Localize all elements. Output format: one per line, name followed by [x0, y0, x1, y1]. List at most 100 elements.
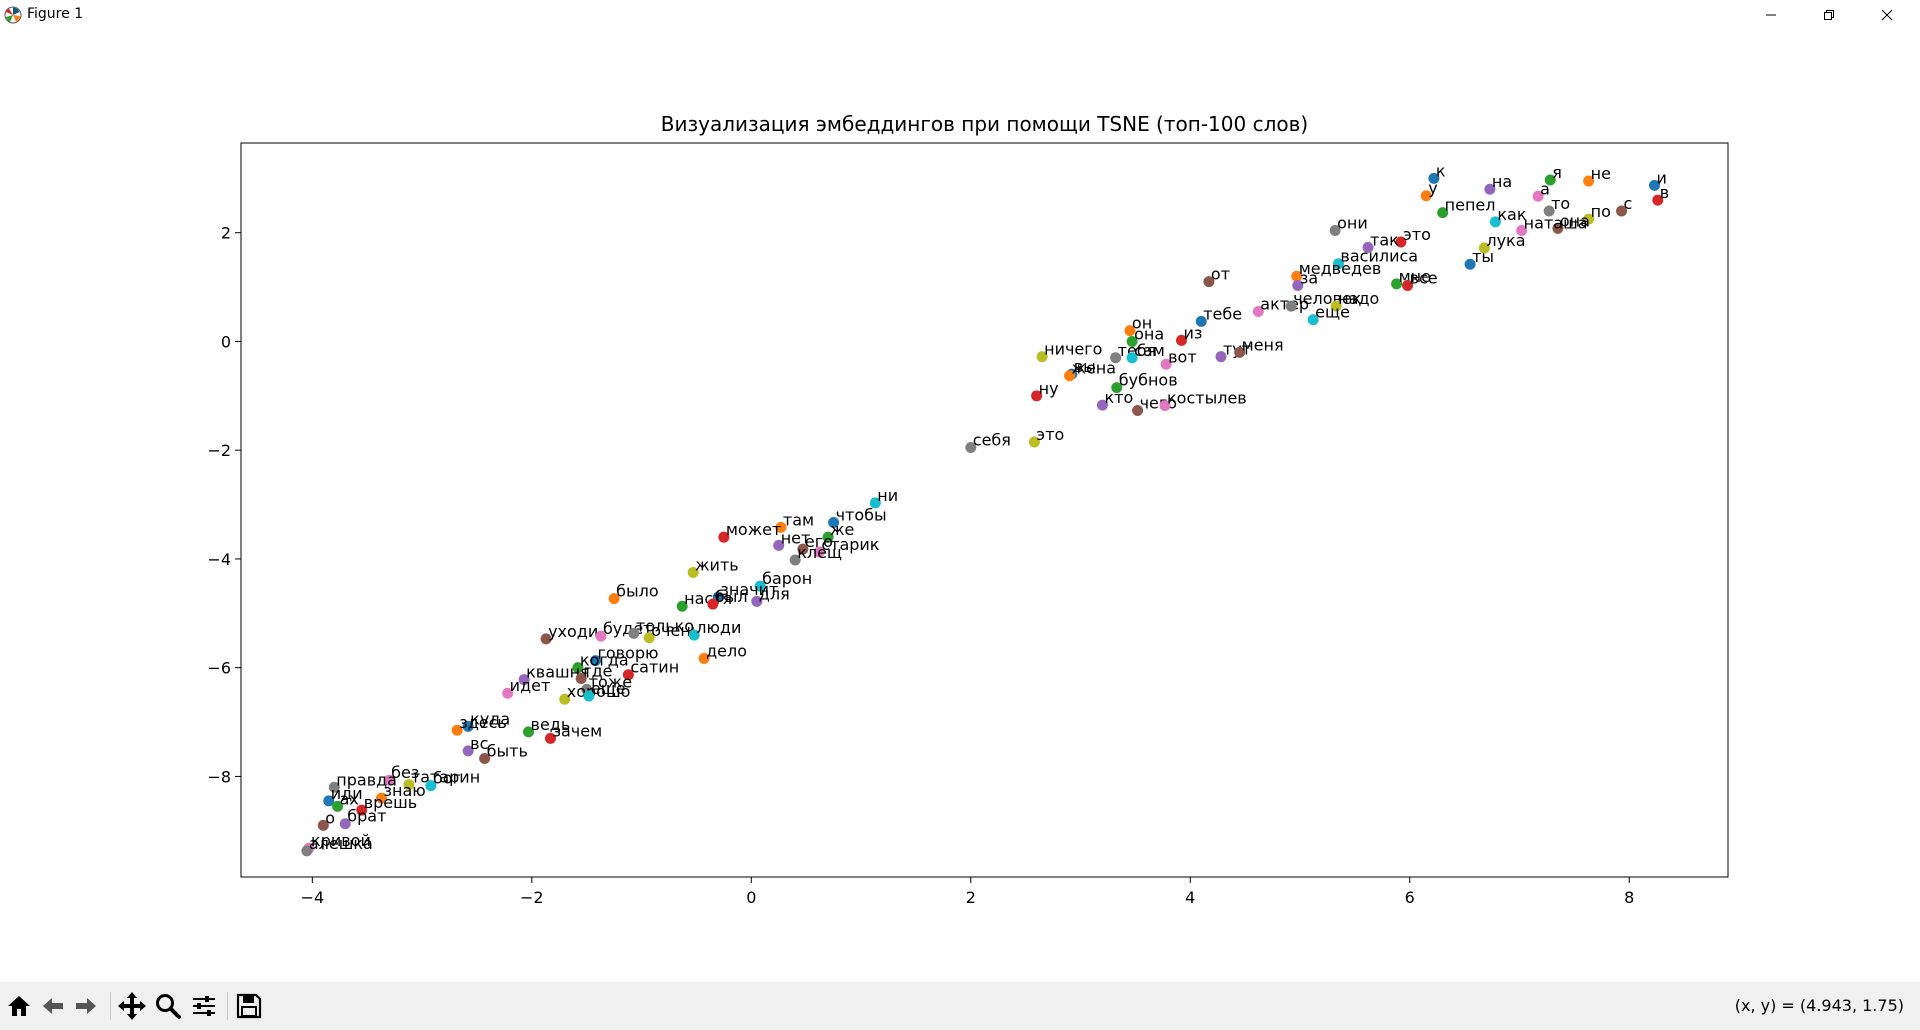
point-label: так	[1370, 230, 1399, 249]
point-label: было	[616, 582, 659, 601]
point-label: он	[1132, 314, 1152, 333]
point-label: она	[1134, 324, 1164, 343]
pan-button[interactable]	[116, 990, 148, 1022]
cursor-coordinates: (x, y) = (4.943, 1.75)	[1734, 996, 1904, 1015]
point-label: это	[1036, 425, 1064, 444]
save-button[interactable]	[233, 990, 265, 1022]
close-button[interactable]	[1858, 0, 1916, 30]
point-label: правда	[336, 770, 397, 789]
point-label: дело	[706, 641, 747, 660]
point-label: меня	[1242, 335, 1284, 354]
point-label: где	[583, 662, 612, 681]
scatter-point	[1552, 222, 1564, 234]
point-label: ах	[340, 789, 359, 808]
scatter-point	[822, 531, 834, 543]
scatter-point	[595, 630, 607, 642]
scatter-point	[1329, 225, 1341, 237]
point-label: вот	[1168, 347, 1197, 366]
forward-button[interactable]	[70, 990, 102, 1022]
home-icon	[8, 996, 30, 1016]
point-label: ни	[877, 486, 898, 505]
point-label: и	[1656, 168, 1666, 187]
point-label: тоже	[589, 672, 632, 691]
scatter-point	[1159, 400, 1171, 412]
point-label: сатин	[630, 658, 679, 677]
pan-icon	[118, 992, 146, 1020]
point-label: куда	[470, 709, 510, 728]
minimize-button[interactable]	[1742, 0, 1800, 30]
point-label: врешь	[364, 793, 418, 812]
matplotlib-logo-icon	[4, 6, 22, 24]
point-label: василиса	[1340, 247, 1418, 266]
point-label: я	[1552, 163, 1562, 182]
back-button[interactable]	[37, 990, 69, 1022]
scatter-point	[544, 732, 556, 744]
point-label: для	[759, 584, 790, 603]
point-label: квашня	[526, 663, 590, 682]
point-label: бог	[433, 769, 461, 788]
point-label: не	[1591, 164, 1611, 183]
scatter-point	[828, 517, 840, 529]
point-label: пепел	[1445, 196, 1496, 215]
scatter-point	[1489, 216, 1501, 228]
point-label: вс	[470, 734, 488, 753]
scatter-point	[1543, 205, 1555, 217]
scatter-point	[813, 546, 825, 558]
scatter-point	[1652, 194, 1664, 206]
point-label: барон	[762, 569, 812, 588]
scatter-point	[1028, 436, 1040, 448]
scatter-point	[1124, 325, 1136, 337]
scatter-point	[608, 593, 620, 605]
point-label: может	[726, 520, 781, 539]
zoom-icon	[156, 994, 181, 1019]
home-button[interactable]	[3, 990, 35, 1022]
point-label: зачем	[552, 721, 602, 740]
maximize-button[interactable]	[1800, 0, 1858, 30]
point-label: лука	[1486, 231, 1525, 250]
scatter-point	[1402, 279, 1414, 291]
scatter-point	[1096, 399, 1108, 411]
point-label: от	[1211, 265, 1230, 284]
point-label: в	[1660, 183, 1669, 202]
point-label: без	[391, 763, 419, 782]
point-label: ведь	[531, 715, 571, 734]
scatter-point	[676, 600, 688, 612]
scatter-point	[323, 795, 335, 807]
y-tick-label: −6	[207, 659, 231, 678]
point-label: клещ	[797, 543, 842, 562]
point-label: жить	[695, 556, 739, 575]
point-label: у	[1428, 179, 1437, 198]
close-icon	[1881, 9, 1893, 21]
point-label: когда	[580, 651, 629, 670]
point-label: медведев	[1299, 259, 1382, 278]
point-label: с	[1624, 194, 1633, 213]
scatter-point	[583, 690, 595, 702]
point-label: бубнов	[1119, 371, 1178, 390]
scatter-point	[540, 633, 552, 645]
point-label: идет	[510, 676, 551, 695]
scatter-point	[1478, 242, 1490, 254]
scatter-point	[1420, 190, 1432, 202]
point-label: а	[1540, 179, 1550, 198]
scatter-point	[518, 674, 530, 686]
save-icon	[236, 993, 262, 1019]
scatter-point	[797, 543, 809, 555]
point-label: тебе	[1203, 304, 1242, 323]
point-label: человек	[1293, 289, 1362, 308]
point-label: из	[1183, 323, 1202, 342]
scatter-chart[interactable]: Визуализация эмбеддингов при помощи TSNE…	[0, 30, 1920, 982]
point-label: брат	[347, 807, 386, 826]
zoom-button[interactable]	[152, 990, 184, 1022]
scatter-point	[425, 780, 437, 792]
scatter-point	[773, 539, 785, 551]
point-label: его	[805, 532, 833, 551]
configure-subplots-button[interactable]	[188, 990, 220, 1022]
point-label: как	[1497, 205, 1526, 224]
scatter-point	[1583, 213, 1595, 225]
scatter-point	[502, 687, 514, 699]
scatter-point	[317, 819, 329, 831]
scatter-point	[1307, 314, 1319, 326]
scatter-point	[1516, 225, 1528, 237]
scatter-point	[1234, 346, 1246, 358]
